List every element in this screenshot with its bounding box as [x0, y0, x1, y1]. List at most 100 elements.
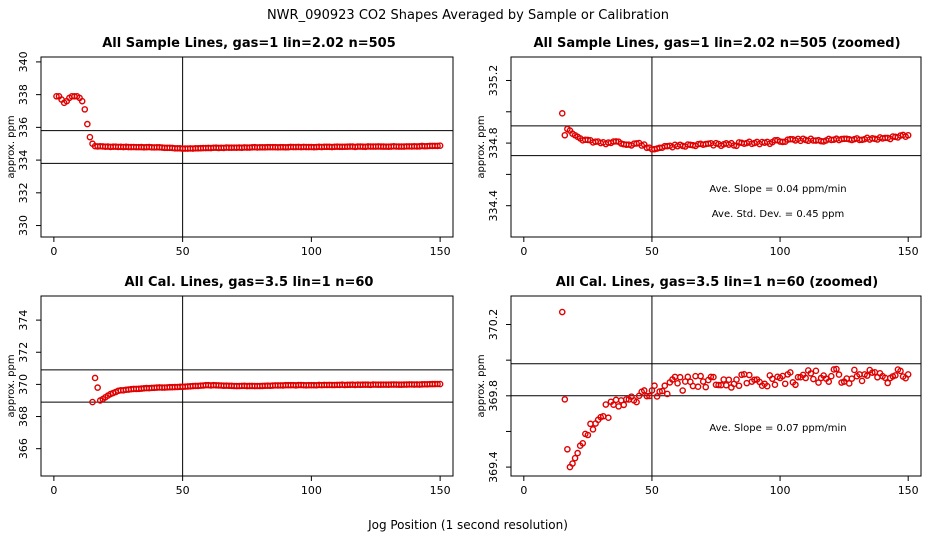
- panel-cal-lines-zoomed: All Cal. Lines, gas=3.5 lin=1 n=60 (zoom…: [476, 275, 922, 497]
- data-point: [710, 373, 717, 381]
- data-point: [584, 136, 592, 144]
- data-point: [436, 142, 444, 149]
- data-point: [738, 371, 745, 379]
- data-point: [434, 380, 441, 388]
- data-point: [676, 373, 684, 381]
- data-point: [656, 388, 663, 395]
- data-point: [845, 380, 853, 387]
- y-tick-label: 368: [17, 406, 30, 427]
- data-point: [674, 380, 681, 387]
- y-tick-label: 332: [17, 182, 30, 203]
- data-point: [612, 138, 620, 145]
- x-tick-label: 50: [645, 245, 659, 258]
- data-point: [848, 375, 856, 382]
- data-point: [91, 374, 99, 382]
- x-tick-label: 0: [50, 484, 57, 497]
- y-tick-label: 370.2: [487, 309, 500, 341]
- panel-title: All Cal. Lines, gas=3.5 lin=1 n=60: [125, 275, 374, 290]
- data-point: [897, 367, 904, 375]
- data-point: [725, 376, 733, 384]
- panel-sample-lines-zoomed: All Sample Lines, gas=1 lin=2.02 n=505 (…: [476, 36, 922, 258]
- x-tick-label: 150: [898, 245, 919, 258]
- data-point: [787, 369, 794, 376]
- x-tick-label: 100: [770, 245, 791, 258]
- y-tick-label: 335.2: [487, 65, 500, 97]
- data-point: [707, 373, 715, 381]
- plot-frame: [40, 295, 454, 477]
- data-point: [643, 392, 651, 400]
- data-point: [53, 92, 60, 100]
- y-tick-label: 369.4: [487, 451, 500, 483]
- data-point: [564, 445, 571, 453]
- data-point: [646, 392, 653, 400]
- y-tick-label: 336: [17, 117, 30, 138]
- plot-frame: [40, 56, 454, 238]
- y-tick-label: 369.8: [487, 380, 500, 412]
- data-point: [771, 381, 779, 389]
- data-point: [579, 439, 587, 447]
- data-point: [802, 374, 809, 382]
- y-axis-label: approx. ppm: [6, 115, 17, 178]
- data-point: [664, 390, 671, 398]
- data-point: [851, 366, 858, 374]
- plot-frame: [510, 295, 922, 477]
- x-tick-label: 50: [645, 484, 659, 497]
- x-tick-label: 100: [301, 245, 322, 258]
- data-point: [584, 431, 592, 439]
- data-point: [434, 142, 441, 150]
- data-point: [810, 375, 817, 383]
- x-tick-label: 100: [770, 484, 791, 497]
- panel-title: All Cal. Lines, gas=3.5 lin=1 n=60 (zoom…: [556, 275, 878, 290]
- data-point: [825, 378, 833, 385]
- panel-title: All Sample Lines, gas=1 lin=2.02 n=505: [102, 36, 396, 51]
- data-point: [730, 142, 738, 149]
- y-axis-label: approx. ppm: [6, 354, 17, 417]
- data-point: [835, 371, 843, 378]
- data-point: [781, 380, 789, 388]
- data-point: [81, 106, 89, 113]
- data-point: [735, 382, 743, 390]
- data-point: [661, 382, 669, 390]
- data-point: [574, 449, 581, 457]
- y-tick-label: 340: [17, 51, 30, 72]
- data-point: [84, 120, 91, 128]
- data-point: [558, 308, 566, 316]
- data-point: [561, 131, 569, 139]
- data-point: [605, 414, 612, 422]
- data-point: [633, 398, 640, 406]
- data-point: [94, 384, 101, 391]
- data-point: [86, 133, 94, 141]
- data-point: [792, 381, 799, 389]
- x-tick-label: 50: [176, 484, 190, 497]
- data-point: [733, 376, 740, 383]
- data-point: [679, 387, 686, 394]
- data-point: [751, 376, 758, 384]
- x-tick-label: 0: [520, 245, 527, 258]
- y-tick-label: 374: [17, 310, 30, 331]
- data-point: [833, 365, 840, 373]
- data-point: [589, 426, 597, 433]
- data-point: [746, 371, 753, 379]
- y-tick-label: 372: [17, 342, 30, 363]
- panel-title: All Sample Lines, gas=1 lin=2.02 n=505 (…: [533, 36, 900, 51]
- data-point: [653, 393, 661, 400]
- data-point: [807, 370, 815, 377]
- data-point: [869, 369, 876, 376]
- figure-x-axis-label: Jog Position (1 second resolution): [367, 518, 568, 532]
- x-tick-label: 0: [520, 484, 527, 497]
- y-tick-label: 338: [17, 84, 30, 105]
- data-point: [697, 372, 704, 380]
- data-point: [684, 373, 692, 381]
- data-point: [658, 387, 666, 395]
- panel-cal-lines: All Cal. Lines, gas=3.5 lin=1 n=60 0 50 10…: [6, 275, 454, 497]
- data-point: [779, 138, 786, 146]
- y-tick-label: 330: [17, 215, 30, 236]
- x-tick-label: 150: [430, 484, 451, 497]
- panel-sample-lines: All Sample Lines, gas=1 lin=2.02 n=505 0…: [6, 36, 454, 258]
- data-point: [884, 379, 891, 387]
- data-point: [763, 382, 771, 390]
- y-tick-label: 334.4: [487, 190, 500, 222]
- data-point: [904, 131, 912, 139]
- annotation-text: Ave. Slope = 0.07 ppm/min: [709, 423, 846, 434]
